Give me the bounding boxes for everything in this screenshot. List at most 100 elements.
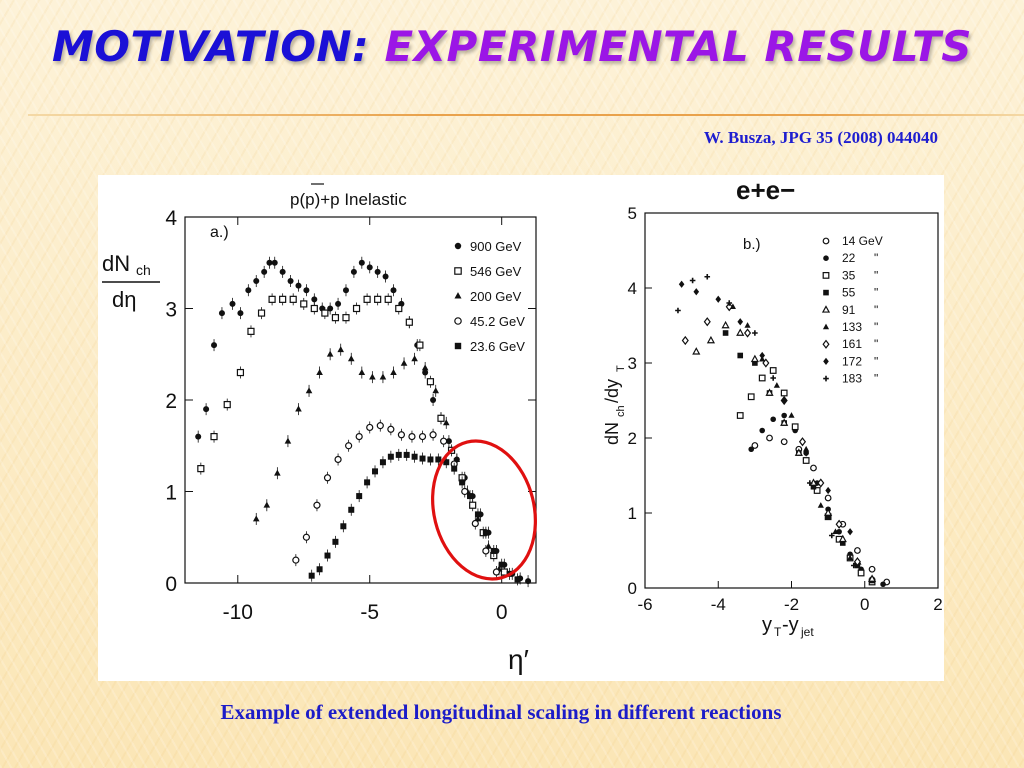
chart-a-panel-label: a.) (210, 224, 229, 241)
chart-a-point (257, 309, 266, 317)
chart-a-point (390, 287, 397, 294)
chart-b-point (803, 449, 809, 457)
chart-a-point (331, 314, 340, 322)
chart-a-point (400, 359, 408, 366)
chart-b-point (750, 354, 759, 363)
chart-b-point (748, 446, 755, 453)
chart-a-point (203, 406, 210, 413)
chart-a-point (427, 456, 434, 463)
chart-b-point (781, 396, 787, 405)
chart-a-point (335, 300, 342, 307)
chart-b-xtick-label: -2 (784, 595, 799, 614)
chart-b-legend-ditto: " (874, 268, 878, 282)
chart-a-point (408, 433, 416, 441)
chart-a-point (440, 437, 448, 445)
chart-a-point (284, 437, 292, 444)
chart-b-point (737, 352, 744, 359)
chart-a-point (525, 578, 532, 585)
chart-a-title: p(p)+p Inelastic (290, 190, 407, 209)
chart-a-point (321, 309, 329, 317)
chart-b-ytick-label: 4 (628, 279, 637, 298)
caption: Example of extended longitudinal scaling… (220, 700, 782, 724)
chart-a-point (211, 342, 218, 349)
chart-a-point (326, 350, 334, 357)
chart-a-point (350, 268, 357, 275)
chart-b-point (751, 442, 759, 449)
chart-a-ytick-label: 2 (165, 390, 177, 413)
chart-a-point (266, 259, 273, 266)
chart-b-ylabel: dN ch/dy T (602, 365, 627, 445)
chart-b-ylabel-sub: ch (615, 405, 627, 417)
chart-a-point (237, 310, 244, 317)
chart-a-point (419, 455, 426, 462)
chart-b-legend-label: 55 (842, 286, 856, 300)
chart-a-point (218, 310, 225, 317)
chart-a-point (313, 501, 321, 509)
chart-b-legend-marker (823, 255, 829, 261)
chart-b-xlabel-sub2: jet (800, 625, 814, 639)
chart-a-point (492, 568, 501, 576)
chart-a-point (442, 419, 450, 426)
chart-a-point (323, 474, 332, 482)
chart-b-point (798, 437, 807, 447)
chart-b-point (773, 382, 780, 388)
chart-a-xtick-label: -5 (360, 601, 379, 624)
chart-b-xtick-label: -6 (637, 595, 652, 614)
chart-b-point (835, 519, 843, 529)
chart-b-point (706, 335, 716, 344)
chart-a-point (490, 547, 497, 554)
chart-a-legend-label: 200 GeV (470, 289, 522, 304)
chart-a (102, 183, 537, 588)
chart-b-point (880, 581, 886, 588)
chart-a-point (426, 378, 435, 386)
chart-a-point (474, 511, 481, 518)
chart-b-point (704, 273, 711, 280)
chart-b-point (678, 280, 685, 288)
chart-b-legend-marker (822, 323, 830, 330)
chart-b-point (689, 277, 696, 284)
chart-a-point (345, 442, 353, 450)
chart-b-point (832, 528, 839, 534)
chart-b-point (868, 565, 876, 573)
chart-a-point (418, 433, 427, 441)
chart-a-legend-marker (454, 242, 462, 250)
chart-b-point (825, 513, 831, 520)
chart-a-point (459, 479, 466, 486)
figure-panel: p(p)+p Inelastic a.) 0 1 2 3 4 -10 -5 0 η′ dN ch dη 90… (98, 175, 944, 681)
chart-a-point (421, 364, 429, 371)
chart-a-point (300, 300, 308, 308)
chart-a-point (289, 295, 297, 303)
chart-b-point (692, 347, 701, 355)
chart-a-point (327, 305, 334, 312)
chart-b-ytick-label: 3 (628, 354, 637, 373)
chart-a-legend-marker (454, 267, 462, 275)
chart-a-point (482, 529, 489, 536)
chart-a-point (334, 455, 342, 464)
chart-b-point (725, 302, 733, 312)
chart-a-point (292, 556, 300, 564)
chart-b-point (813, 487, 821, 494)
chart-b-point (681, 335, 689, 346)
chart-a-point (369, 373, 376, 380)
chart-b-legend-label: 35 (842, 268, 856, 282)
chart-b-point (802, 457, 810, 464)
chart-a-legend-marker (454, 317, 462, 325)
chart-b-legend-marker (822, 339, 830, 349)
chart-a-xtick-label: 0 (496, 601, 508, 624)
chart-a-point (445, 438, 452, 445)
chart-a-point (403, 451, 410, 458)
chart-b-point (817, 502, 824, 508)
chart-a-point (332, 538, 339, 545)
chart-b-point (726, 300, 733, 306)
chart-b-legend-label: 91 (842, 303, 856, 317)
chart-a-point (430, 397, 437, 403)
chart-a-point (348, 506, 355, 513)
chart-a-point (261, 268, 268, 275)
chart-b-frame (644, 212, 939, 589)
chart-a-point (443, 459, 450, 466)
chart-b-point (847, 528, 853, 536)
chart-a-point (411, 355, 418, 362)
chart-b-legend-label: 172 (842, 354, 862, 368)
chart-a-ytick-label: 3 (165, 299, 177, 322)
chart-b-legend-ditto: " (874, 251, 878, 265)
